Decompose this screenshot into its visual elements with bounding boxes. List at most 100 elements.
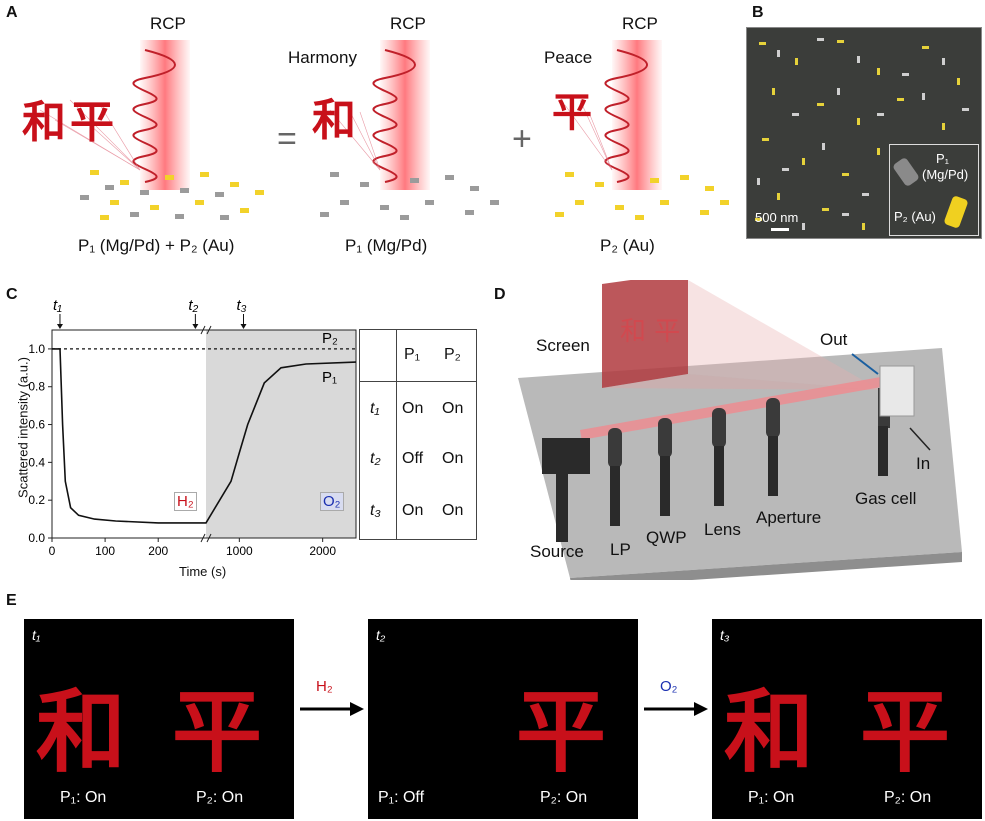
qwp-mount [658, 418, 672, 458]
x-tick-label: 200 [148, 544, 168, 558]
source-label: Source [530, 542, 584, 561]
time-marker-head [192, 324, 199, 329]
legend-p2: P₂ (Au) [894, 209, 936, 224]
table-row-t1-p1: On [402, 400, 424, 417]
x-tick-label: 0 [49, 544, 56, 558]
mgpd-rod-icon [891, 156, 921, 188]
equals-sign: = [277, 120, 297, 158]
chart-xlabel: Time (s) [179, 564, 227, 579]
time-marker-head [56, 324, 63, 329]
table-row-t3-p1: On [402, 502, 424, 519]
optical-setup-illustration: 和 平 [518, 280, 962, 580]
table-row-t2-label: t₂ [370, 450, 381, 467]
han-he-mid: 和 [312, 95, 356, 146]
optical-table [518, 348, 962, 578]
nanorod-array-right [555, 172, 729, 220]
panel-a-letter: A [6, 4, 18, 21]
panel-b-letter: B [752, 4, 764, 21]
panel-e-letter: E [6, 592, 17, 609]
table-header-p2: P₂ [444, 346, 461, 363]
projection-cone [688, 280, 880, 390]
panel-d-letter: D [494, 286, 506, 303]
aperture-label: Aperture [756, 508, 822, 527]
table-row-t3-label: t₃ [370, 502, 381, 519]
han-ping-right: 平 [552, 89, 592, 136]
out-arrow [851, 353, 879, 375]
x-tick-label: 1000 [226, 544, 253, 558]
han-he-left: 和 [22, 97, 66, 148]
y-tick-label: 0.6 [28, 418, 45, 432]
gas-cell-label: Gas cell [855, 489, 917, 508]
rcp-label-left: RCP [150, 14, 186, 33]
projection-screen [602, 280, 688, 388]
state-table: P₁ P₂ t₁ On On t₂ Off On t₃ On On [359, 329, 477, 540]
sem-nanorods [755, 38, 969, 230]
frame-t2-ping: 平 [516, 679, 606, 785]
table-row-t2-p2: On [442, 450, 464, 467]
plus-sign: + [512, 120, 532, 158]
time-marker-label: t₂ [188, 297, 198, 314]
screen-characters: 和 平 [620, 317, 680, 347]
rcp-label-right: RCP [622, 14, 658, 33]
y-tick-label: 0.4 [28, 455, 45, 469]
frame-t3-ping: 平 [860, 679, 950, 785]
y-tick-label: 0.2 [28, 493, 45, 507]
frame-t3-p2: P₂: On [884, 789, 932, 806]
rcp-beam-mid [380, 40, 430, 190]
y-tick-label: 0.8 [28, 380, 45, 394]
nanorod-array-left [80, 170, 264, 220]
table-header-p1: P₁ [404, 346, 421, 363]
nanorod-array-mid [320, 172, 499, 220]
y-tick-label: 0.0 [28, 531, 45, 545]
caption-mgpd: P₁ (Mg/Pd) [345, 236, 428, 255]
sem-legend-box: P₁ (Mg/Pd) P₂ (Au) [889, 144, 979, 236]
frame-t3-he: 和 [724, 679, 814, 785]
o2-arrow [644, 702, 708, 716]
lp-mount [608, 428, 622, 468]
x-tick-label: 100 [95, 544, 115, 558]
table-row-t3-p2: On [442, 502, 464, 519]
rcp-label-mid: RCP [390, 14, 426, 33]
h2-box: H₂ [174, 492, 197, 511]
han-ping-left: 平 [70, 97, 114, 148]
axis-break-mark [206, 533, 212, 543]
out-label: Out [820, 330, 848, 349]
helix-mid [372, 49, 416, 183]
gas-cell [879, 365, 915, 417]
table-row-t2-p1: Off [402, 450, 424, 467]
table-row-t1-p2: On [442, 400, 464, 417]
lp-label: LP [610, 540, 631, 559]
scalebar [771, 228, 789, 231]
panel-a-illustration [39, 40, 729, 220]
table-row-t1-label: t₁ [370, 400, 380, 417]
time-marker-label: t₃ [237, 297, 247, 314]
o2-arrow-label: O₂ [660, 678, 678, 695]
frame-t3-p1: P₁: On [748, 789, 795, 806]
frame-t2-p2: P₂: On [540, 789, 588, 806]
frame-t1-he: 和 [36, 679, 126, 785]
rcp-beam-left [140, 40, 190, 190]
sem-image: P₁ (Mg/Pd) P₂ (Au) 500 nm [746, 27, 982, 239]
peace-label: Peace [544, 48, 593, 67]
time-marker-head [240, 324, 247, 329]
series-p1-line [52, 348, 357, 524]
frame-t1-p1: P₁: On [60, 789, 107, 806]
frame-t1: t₁ 和 平 P₁: On P₂: On [24, 619, 294, 819]
frame-t2: t₂ 平 P₁: Off P₂: On [368, 619, 638, 819]
frame-t1-time: t₁ [32, 627, 41, 643]
plot-frame [51, 329, 357, 539]
h2-arrow [300, 702, 364, 716]
legend-p1: P₁ [936, 151, 950, 166]
axis-break-mark [200, 325, 206, 335]
helix-right [604, 49, 648, 183]
frame-t2-time: t₂ [376, 627, 386, 643]
rcp-beam-right [612, 40, 662, 190]
in-arrow [909, 427, 931, 451]
series-p2-label: P₂ [322, 330, 338, 347]
series-p1-label: P₁ [322, 369, 337, 386]
caption-mixed: P₁ (Mg/Pd) + P₂ (Au) [78, 236, 235, 255]
scalebar-label: 500 nm [755, 210, 799, 225]
h2-arrow-label: H₂ [316, 678, 333, 695]
axis-break-mark [206, 325, 212, 335]
source-body [542, 438, 590, 474]
